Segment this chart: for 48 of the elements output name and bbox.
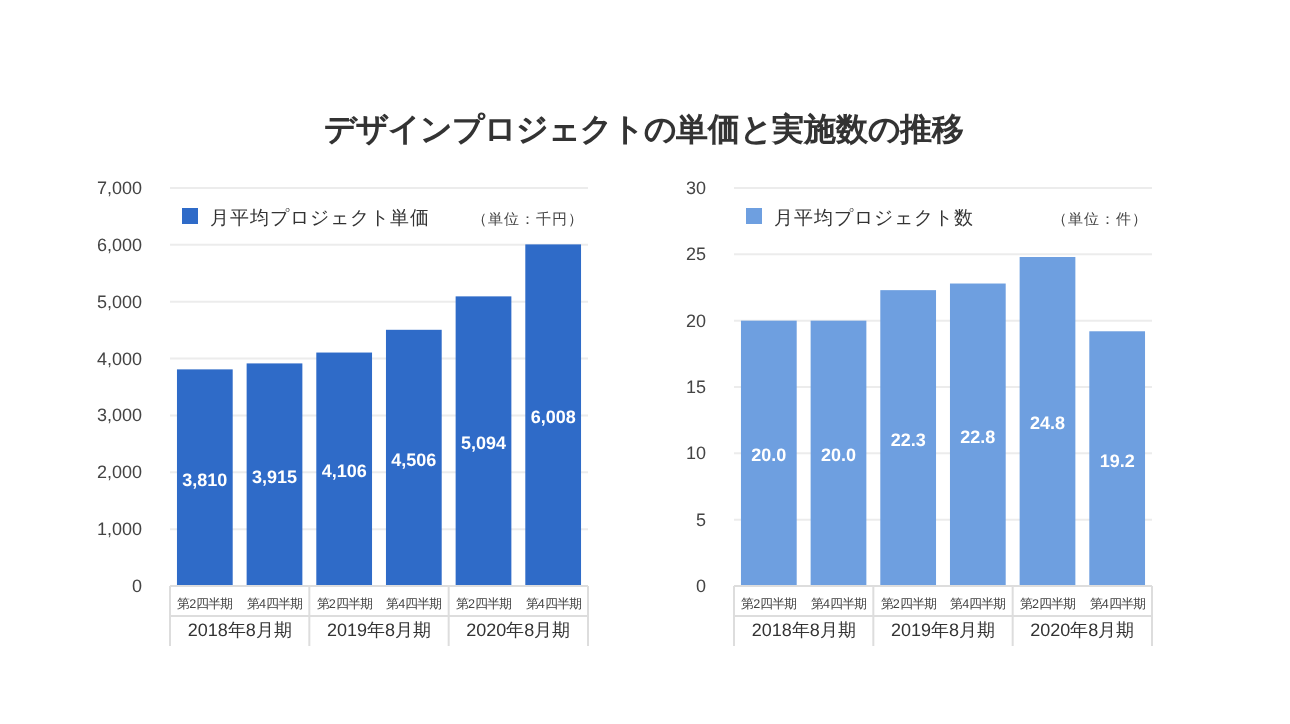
y-tick-label: 15 — [685, 377, 706, 397]
y-tick-label: 30 — [685, 178, 706, 198]
bar — [525, 244, 582, 586]
data-label: 6,008 — [530, 407, 576, 428]
y-tick-label: 7,000 — [96, 178, 142, 198]
data-label: 4,506 — [391, 449, 437, 470]
y-tick-label: 0 — [131, 576, 142, 596]
data-label: 24.8 — [1029, 413, 1066, 434]
y-tick-label: 3,000 — [96, 405, 142, 426]
text: 2020年8月期 — [1030, 620, 1135, 640]
text: 2018年8月期 — [187, 620, 292, 640]
y-tick-label: 0 — [695, 576, 706, 596]
data-label: 3,810 — [182, 469, 228, 490]
y-tick-label: 1,000 — [96, 519, 142, 540]
y-tick-label: 2,000 — [96, 462, 142, 483]
bar — [949, 283, 1006, 586]
data-label: 3,915 — [251, 466, 298, 487]
y-tick-label: 6,000 — [96, 234, 142, 255]
bar — [1019, 256, 1076, 586]
y-tick-label: 5,000 — [96, 291, 142, 312]
text: 2020年8月期 — [466, 620, 571, 640]
data-label: 20.0 — [820, 445, 857, 466]
bar — [810, 320, 867, 586]
text: 2018年8月期 — [751, 620, 856, 640]
bar — [316, 352, 373, 586]
bar — [455, 296, 512, 586]
bar — [880, 290, 937, 586]
y-tick-label: 25 — [685, 244, 706, 265]
data-label: 19.2 — [1099, 450, 1135, 471]
y-tick-label: 10 — [685, 443, 706, 464]
data-label: 20.0 — [751, 445, 787, 466]
bar — [740, 320, 797, 586]
data-label: 22.3 — [890, 430, 926, 451]
data-label: 5,094 — [460, 433, 507, 454]
data-label: 22.8 — [960, 426, 996, 447]
bar — [246, 363, 303, 586]
legend-label: 月平均プロジェクト数 — [774, 206, 974, 230]
y-tick-label: 5 — [695, 509, 706, 530]
bar — [176, 369, 233, 586]
text: 2019年8月期 — [326, 620, 432, 640]
chart-title: デザインプロジェクトの単価と実施数の推移 — [324, 110, 964, 148]
data-label: 4,106 — [321, 461, 367, 482]
y-tick-label: 20 — [685, 310, 706, 331]
bar — [1089, 331, 1146, 586]
y-tick-label: 4,000 — [96, 348, 142, 369]
bar — [385, 329, 442, 586]
text: 2019年8月期 — [890, 620, 996, 640]
legend-label: 月平均プロジェクト単価 — [210, 206, 430, 230]
